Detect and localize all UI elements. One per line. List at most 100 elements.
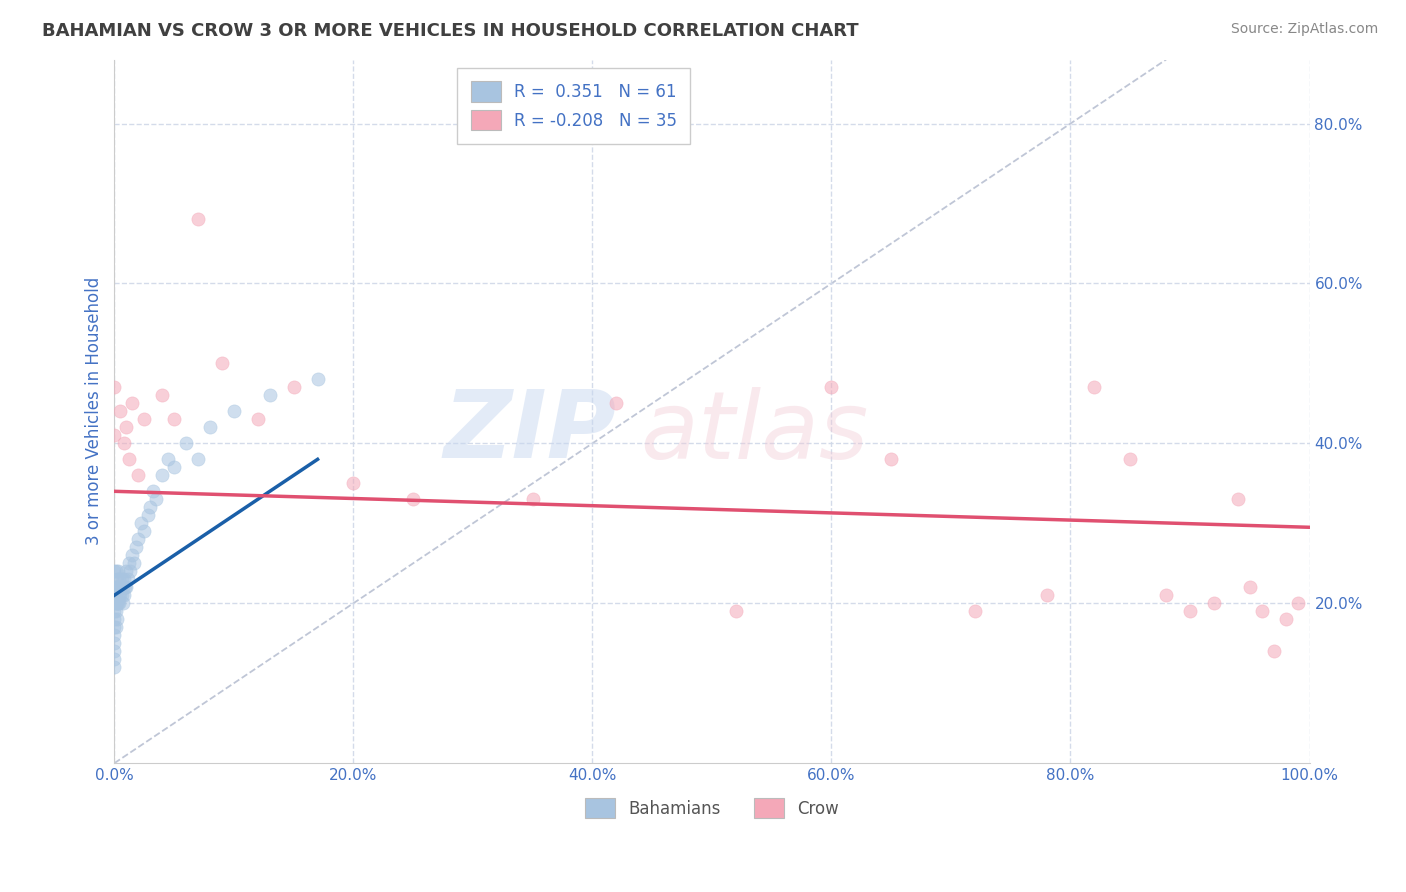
Point xyxy=(114,580,136,594)
Point xyxy=(117,572,139,586)
Point xyxy=(103,580,125,594)
Point xyxy=(107,580,129,594)
Point xyxy=(1035,588,1057,602)
Point xyxy=(246,412,269,426)
Point xyxy=(198,420,221,434)
Point xyxy=(880,452,903,467)
Point xyxy=(157,452,180,467)
Point xyxy=(724,604,747,618)
Point xyxy=(103,620,125,634)
Point xyxy=(139,500,162,515)
Point xyxy=(110,588,132,602)
Point xyxy=(108,596,131,610)
Point xyxy=(142,484,165,499)
Text: Source: ZipAtlas.com: Source: ZipAtlas.com xyxy=(1230,22,1378,37)
Point xyxy=(522,492,544,507)
Point xyxy=(963,604,986,618)
Point xyxy=(115,420,138,434)
Point xyxy=(136,508,159,523)
Point xyxy=(1154,588,1177,602)
Point xyxy=(111,596,134,610)
Text: BAHAMIAN VS CROW 3 OR MORE VEHICLES IN HOUSEHOLD CORRELATION CHART: BAHAMIAN VS CROW 3 OR MORE VEHICLES IN H… xyxy=(42,22,859,40)
Point xyxy=(105,596,128,610)
Point xyxy=(110,404,132,418)
Point xyxy=(1178,604,1201,618)
Point xyxy=(145,492,167,507)
Point xyxy=(163,412,186,426)
Point xyxy=(103,652,125,666)
Point xyxy=(122,556,145,570)
Point xyxy=(150,468,173,483)
Point xyxy=(103,644,125,658)
Point xyxy=(103,380,125,394)
Point xyxy=(110,588,132,602)
Point xyxy=(115,580,138,594)
Point xyxy=(104,580,127,594)
Point xyxy=(134,524,156,539)
Point xyxy=(1274,612,1296,626)
Point xyxy=(1250,604,1272,618)
Legend: Bahamians, Crow: Bahamians, Crow xyxy=(578,791,845,825)
Point xyxy=(125,541,148,555)
Point xyxy=(1286,596,1309,610)
Point xyxy=(103,660,125,674)
Point xyxy=(222,404,245,418)
Point xyxy=(121,396,143,410)
Point xyxy=(110,572,132,586)
Point xyxy=(127,468,149,483)
Point xyxy=(118,564,141,578)
Point xyxy=(820,380,842,394)
Point xyxy=(104,588,127,602)
Point xyxy=(127,533,149,547)
Point xyxy=(104,564,127,578)
Point xyxy=(103,636,125,650)
Point xyxy=(187,212,209,227)
Point xyxy=(103,428,125,442)
Point xyxy=(118,452,141,467)
Point xyxy=(1263,644,1285,658)
Point xyxy=(105,612,128,626)
Point xyxy=(103,612,125,626)
Point xyxy=(107,596,129,610)
Point xyxy=(1202,596,1225,610)
Y-axis label: 3 or more Vehicles in Household: 3 or more Vehicles in Household xyxy=(86,277,103,546)
Point xyxy=(104,620,127,634)
Point xyxy=(605,396,627,410)
Point xyxy=(112,436,135,450)
Point xyxy=(307,372,329,386)
Point xyxy=(174,436,197,450)
Point xyxy=(103,596,125,610)
Point xyxy=(107,564,129,578)
Point xyxy=(134,412,156,426)
Point xyxy=(402,492,425,507)
Point xyxy=(105,572,128,586)
Point xyxy=(110,580,132,594)
Point xyxy=(283,380,305,394)
Point xyxy=(118,556,141,570)
Point xyxy=(111,580,134,594)
Point xyxy=(1119,452,1142,467)
Point xyxy=(1226,492,1249,507)
Point xyxy=(104,604,127,618)
Point xyxy=(1239,580,1261,594)
Point xyxy=(129,516,152,531)
Point xyxy=(150,388,173,402)
Point xyxy=(211,356,233,370)
Point xyxy=(103,564,125,578)
Point xyxy=(105,580,128,594)
Point xyxy=(103,628,125,642)
Point xyxy=(103,604,125,618)
Point xyxy=(187,452,209,467)
Text: ZIP: ZIP xyxy=(443,386,616,478)
Point xyxy=(103,588,125,602)
Point xyxy=(108,572,131,586)
Text: atlas: atlas xyxy=(640,387,869,478)
Point xyxy=(115,564,138,578)
Point xyxy=(121,548,143,562)
Point xyxy=(112,588,135,602)
Point xyxy=(1083,380,1105,394)
Point xyxy=(163,460,186,475)
Point xyxy=(112,572,135,586)
Point xyxy=(259,388,281,402)
Point xyxy=(104,596,127,610)
